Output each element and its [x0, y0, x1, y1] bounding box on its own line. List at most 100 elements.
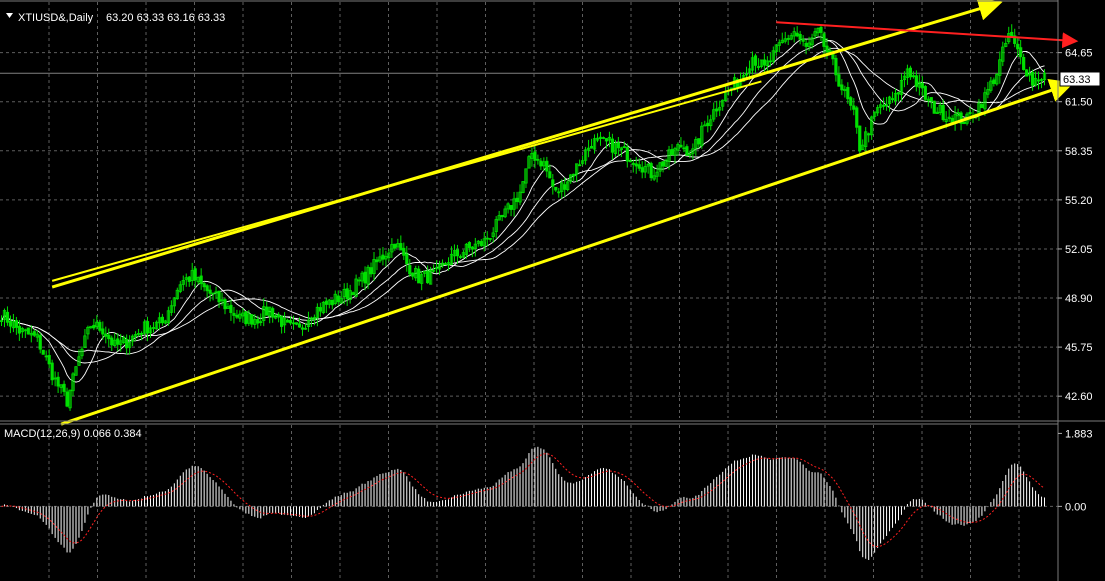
candle-body — [65, 391, 69, 407]
candle-body — [762, 59, 766, 66]
candle-body — [873, 111, 877, 117]
candle — [536, 154, 540, 165]
macd-axis[interactable]: 1.883 0.00 — [1058, 428, 1093, 513]
candle-body — [670, 149, 674, 156]
candle-body — [947, 116, 951, 119]
candle — [417, 265, 421, 284]
candle-body — [938, 104, 942, 114]
candle-body — [184, 277, 188, 280]
channel-outer-line[interactable] — [51, 0, 1003, 289]
candle — [190, 262, 194, 286]
moving-average-30 — [1, 47, 1045, 355]
candle — [506, 202, 510, 214]
candle-body — [378, 256, 382, 262]
candle — [366, 264, 370, 289]
candle — [378, 248, 382, 263]
candle — [819, 24, 823, 41]
candle-body — [494, 219, 498, 233]
candle — [464, 242, 468, 259]
candle-body — [706, 122, 710, 127]
candle-body — [241, 312, 245, 317]
candle — [932, 100, 936, 114]
candle-body — [536, 158, 540, 161]
candle — [756, 58, 761, 71]
candle-body — [315, 306, 319, 319]
candle-body — [500, 214, 504, 218]
candle — [68, 389, 72, 411]
candle-body — [437, 263, 442, 270]
candle — [694, 136, 698, 156]
channel-lower-line[interactable] — [60, 78, 1075, 426]
candle — [294, 322, 299, 326]
candle-body — [607, 136, 612, 141]
candle-body — [131, 335, 135, 342]
candle-body — [1013, 35, 1017, 44]
candle — [840, 79, 844, 96]
candle — [619, 146, 623, 157]
candle-body — [449, 253, 454, 265]
candle — [670, 144, 674, 156]
candle-body — [50, 362, 54, 381]
macd-signal-line — [1, 453, 1045, 548]
candle-body — [160, 316, 165, 324]
candle-body — [819, 26, 823, 33]
candle-body — [74, 366, 78, 376]
candle — [923, 84, 927, 102]
candle — [479, 239, 483, 247]
candle-body — [643, 166, 647, 173]
candle — [1036, 71, 1041, 90]
candle — [521, 181, 525, 194]
candle-body — [816, 27, 820, 34]
candle — [220, 292, 224, 306]
candle-body — [649, 163, 653, 179]
candle-body — [986, 89, 990, 95]
candle — [53, 371, 57, 387]
candle-body — [586, 147, 591, 151]
candle-body — [133, 334, 138, 337]
candle-body — [756, 66, 761, 68]
candle-body — [369, 267, 373, 275]
triangle-down-icon[interactable] — [6, 13, 13, 18]
candle-body — [697, 138, 701, 145]
price-tick-label: 42.60 — [1065, 391, 1093, 403]
candle-body — [682, 147, 686, 150]
red-arrow-line[interactable] — [776, 21, 1079, 49]
candle-body — [1019, 47, 1023, 58]
price-axis[interactable]: 64.65 61.50 58.35 55.20 52.05 48.90 45.75 42.60 — [1058, 48, 1093, 404]
candle-body — [402, 247, 406, 256]
candle — [434, 260, 439, 274]
candle-body — [455, 249, 460, 257]
candle-body — [390, 244, 394, 253]
candle-body — [345, 288, 349, 300]
candle-body — [640, 167, 644, 173]
trend-channel[interactable] — [51, 0, 1079, 426]
candle — [750, 51, 755, 75]
candle — [0, 315, 4, 327]
candle-body — [1001, 46, 1005, 62]
candle-body — [256, 319, 260, 324]
candle — [873, 111, 877, 122]
candle-body — [128, 342, 132, 348]
candle-body — [29, 332, 33, 336]
candle-body — [1016, 43, 1020, 50]
candle-body — [557, 191, 561, 194]
candle-body — [879, 104, 883, 108]
price-tick-label: 55.20 — [1065, 195, 1093, 207]
candle-body — [229, 304, 233, 313]
candle-body — [399, 243, 403, 251]
candle — [592, 134, 597, 154]
candle — [11, 313, 16, 333]
candle — [23, 328, 27, 338]
candle — [461, 249, 465, 259]
candle — [44, 350, 48, 361]
candle-body — [834, 57, 838, 76]
candle — [560, 179, 564, 199]
candle-body — [83, 335, 87, 348]
candle-body — [837, 74, 841, 87]
candle-body — [169, 305, 173, 313]
candle-body — [2, 310, 7, 320]
candle-body — [116, 338, 120, 345]
candle-body — [890, 98, 895, 100]
candle — [56, 372, 60, 393]
